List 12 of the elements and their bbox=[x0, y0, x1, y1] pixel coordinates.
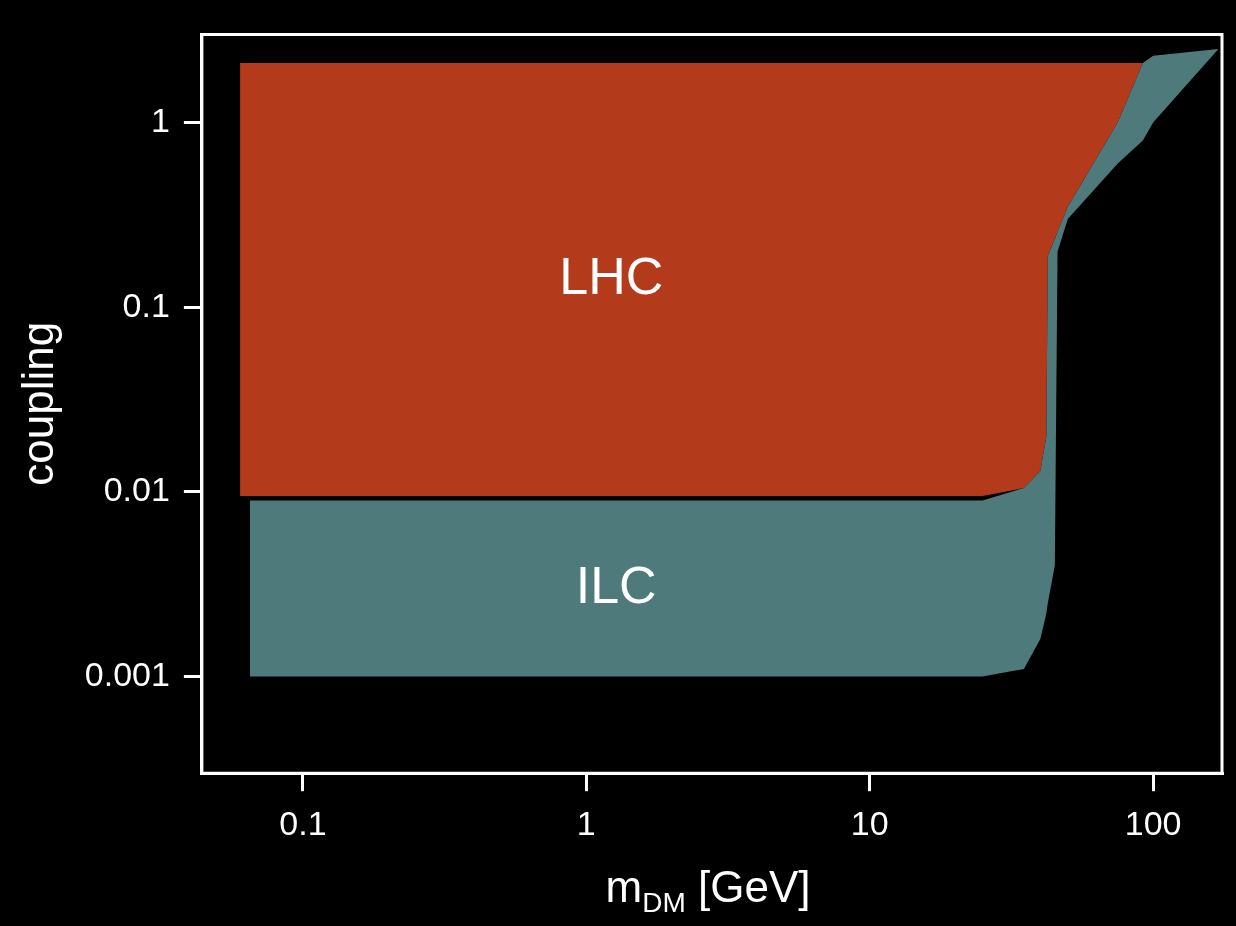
y-tick-label: 0.01 bbox=[103, 470, 170, 509]
annotation: LHC bbox=[559, 246, 664, 305]
annotation: ILC bbox=[575, 555, 657, 614]
x-axis-title: m$_{DM}$ [GeV] bbox=[604, 862, 812, 919]
x-tick-label: 0.1 bbox=[279, 803, 327, 842]
y-tick-label: 0.1 bbox=[122, 285, 170, 324]
x-tick-label: 10 bbox=[850, 803, 889, 842]
y-tick-label: 0.001 bbox=[84, 655, 170, 693]
y-axis-title: coupling bbox=[12, 321, 62, 486]
y-tick-label: 1 bbox=[150, 100, 170, 139]
x-tick-label: 1 bbox=[576, 803, 596, 842]
x-tick-label: 100 bbox=[1124, 803, 1182, 842]
